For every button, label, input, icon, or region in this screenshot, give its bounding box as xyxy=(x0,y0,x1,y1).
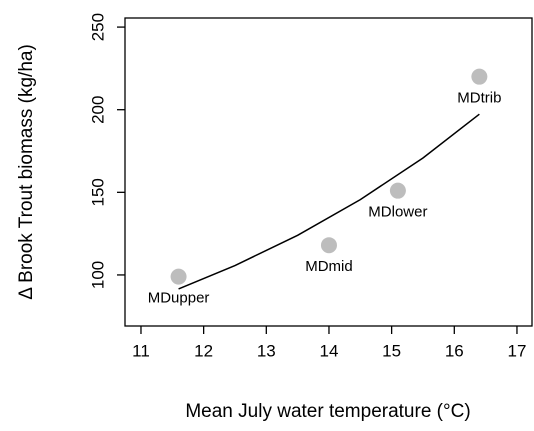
fit-curve xyxy=(178,113,480,290)
y-tick-label: 150 xyxy=(88,178,107,206)
plot-frame xyxy=(124,17,533,327)
x-tick-label: 11 xyxy=(132,341,150,360)
y-tick-label: 200 xyxy=(88,96,107,124)
point xyxy=(471,68,488,85)
x-axis-label: Mean July water temperature (°C) xyxy=(185,401,470,422)
y-tick-label: 250 xyxy=(88,13,107,41)
x-tick-label: 14 xyxy=(320,341,339,360)
x-tick-label: 17 xyxy=(507,341,526,360)
point xyxy=(389,182,406,199)
x-tick-label: 15 xyxy=(382,341,401,360)
x-tick-label: 12 xyxy=(194,341,213,360)
point-label: MDtrib xyxy=(457,90,501,107)
point xyxy=(320,237,337,254)
point xyxy=(170,268,187,285)
point-label: MDlower xyxy=(368,204,427,221)
point-label: MDupper xyxy=(148,290,210,307)
x-tick-label: 13 xyxy=(257,341,276,360)
y-axis-label: Δ Brook Trout biomass (kg/ha) xyxy=(16,44,37,300)
point-label: MDmid xyxy=(305,258,353,275)
y-tick-label: 100 xyxy=(88,261,107,289)
x-tick-label: 16 xyxy=(445,341,464,360)
